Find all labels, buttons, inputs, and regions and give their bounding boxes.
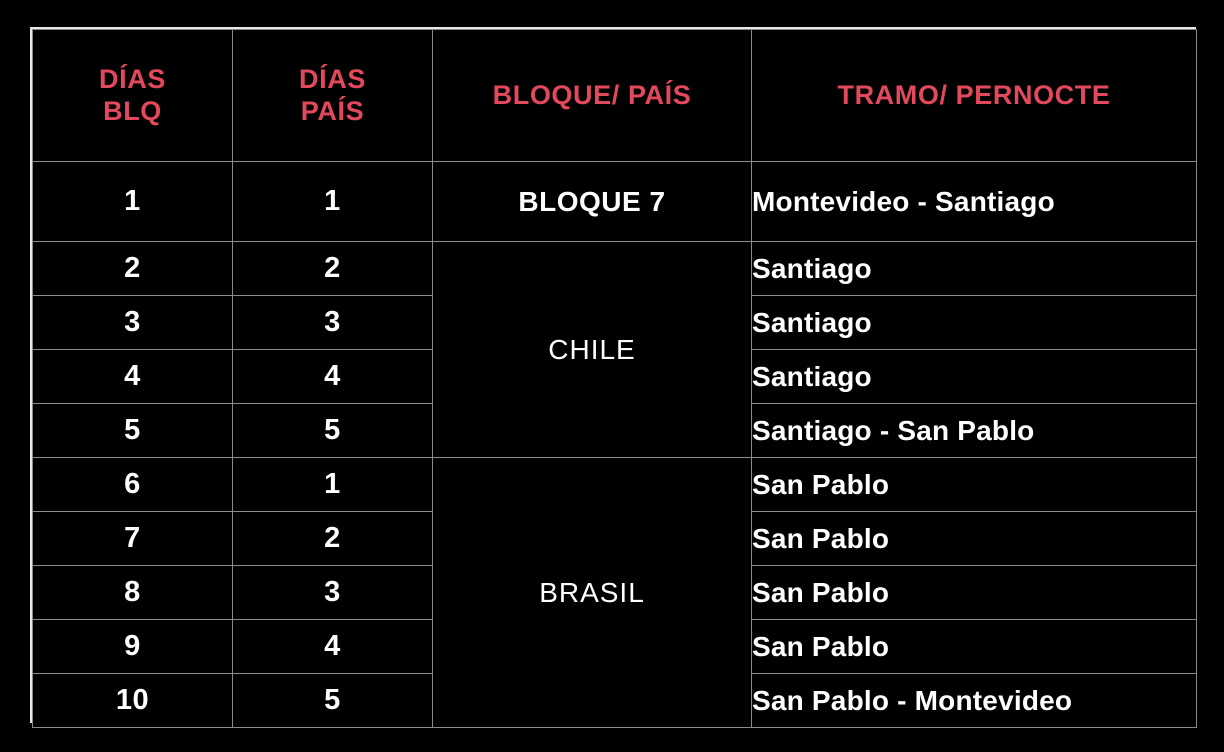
table-row: 7 2 San Pablo <box>32 511 1197 566</box>
column-header-dias-pais-line1: DÍAS <box>299 63 366 94</box>
cell-dias-pais: 3 <box>232 565 433 620</box>
cell-tramo-pernocte: San Pablo <box>751 457 1197 512</box>
column-header-dias-pais: DÍAS PAÍS <box>232 29 433 162</box>
cell-tramo-pernocte: San Pablo <box>751 619 1197 674</box>
table-row: 3 3 Santiago <box>32 295 1197 350</box>
cell-dias-pais: 4 <box>232 349 433 404</box>
cell-tramo-pernocte: Santiago - San Pablo <box>751 403 1197 458</box>
cell-dias-pais: 2 <box>232 241 433 296</box>
cell-tramo-pernocte: San Pablo - Montevideo <box>751 673 1197 728</box>
cell-tramo-pernocte: Santiago <box>751 349 1197 404</box>
cell-dias-blq: 5 <box>32 403 233 458</box>
itinerary-table: DÍAS BLQ DÍAS PAÍS BLOQUE/ PAÍS TRAMO/ P… <box>32 29 1197 728</box>
itinerary-table-container: DÍAS BLQ DÍAS PAÍS BLOQUE/ PAÍS TRAMO/ P… <box>30 27 1197 728</box>
cell-bloque-pais: BLOQUE 7 <box>432 161 752 242</box>
cell-tramo-pernocte: San Pablo <box>751 565 1197 620</box>
column-header-dias-pais-line2: PAÍS <box>300 95 365 126</box>
table-row: 2 2 CHILE Santiago <box>32 241 1197 458</box>
cell-dias-pais: 5 <box>232 403 433 458</box>
cell-dias-pais: 5 <box>232 673 433 728</box>
column-header-tramo-pernocte: TRAMO/ PERNOCTE <box>751 29 1197 162</box>
cell-dias-pais: 4 <box>232 619 433 674</box>
cell-dias-blq: 1 <box>32 161 233 242</box>
cell-tramo-pernocte: Santiago <box>751 295 1197 350</box>
cell-dias-blq: 10 <box>32 673 233 728</box>
cell-dias-blq: 2 <box>32 241 233 296</box>
table-row: 6 1 BRASIL San Pablo <box>32 457 1197 728</box>
column-header-dias-blq-line1: DÍAS <box>99 63 166 94</box>
column-header-dias-blq-line2: BLQ <box>103 95 162 126</box>
cell-bloque-pais: BRASIL <box>432 457 752 728</box>
cell-dias-pais: 2 <box>232 511 433 566</box>
cell-tramo-pernocte: Montevideo - Santiago <box>751 161 1197 242</box>
table-row: 8 3 San Pablo <box>32 565 1197 620</box>
cell-dias-blq: 4 <box>32 349 233 404</box>
cell-tramo-pernocte: Santiago <box>751 241 1197 296</box>
header-row: DÍAS BLQ DÍAS PAÍS BLOQUE/ PAÍS TRAMO/ P… <box>32 29 1197 162</box>
table-row: 4 4 Santiago <box>32 349 1197 404</box>
table-body: 1 1 BLOQUE 7 Montevideo - Santiago 2 2 C… <box>32 161 1197 728</box>
column-header-dias-blq: DÍAS BLQ <box>32 29 233 162</box>
cell-tramo-pernocte: San Pablo <box>751 511 1197 566</box>
cell-dias-blq: 8 <box>32 565 233 620</box>
cell-bloque-pais: CHILE <box>432 241 752 458</box>
cell-dias-pais: 1 <box>232 457 433 512</box>
cell-dias-pais: 1 <box>232 161 433 242</box>
cell-dias-blq: 6 <box>32 457 233 512</box>
table-row: 9 4 San Pablo <box>32 619 1197 674</box>
cell-dias-pais: 3 <box>232 295 433 350</box>
table-row: 5 5 Santiago - San Pablo <box>32 403 1197 458</box>
cell-dias-blq: 7 <box>32 511 233 566</box>
cell-dias-blq: 3 <box>32 295 233 350</box>
table-row: 1 1 BLOQUE 7 Montevideo - Santiago <box>32 161 1197 242</box>
table-row: 10 5 San Pablo - Montevideo <box>32 673 1197 728</box>
cell-dias-blq: 9 <box>32 619 233 674</box>
column-header-bloque-pais: BLOQUE/ PAÍS <box>432 29 752 162</box>
table-header: DÍAS BLQ DÍAS PAÍS BLOQUE/ PAÍS TRAMO/ P… <box>32 29 1197 162</box>
